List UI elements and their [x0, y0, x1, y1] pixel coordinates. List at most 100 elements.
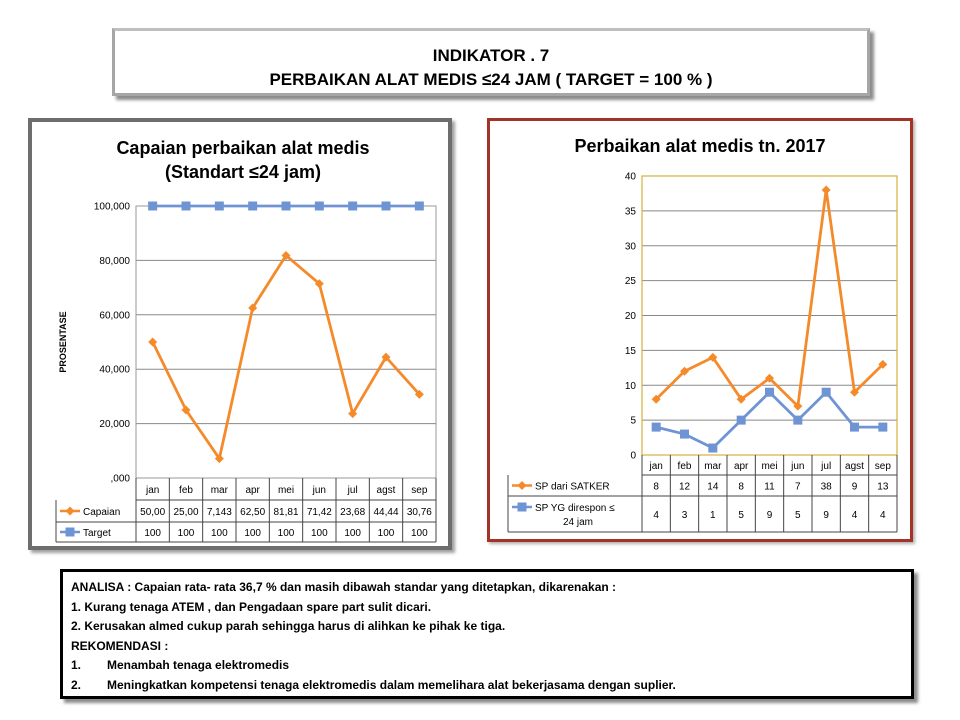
data-table-value: 1 — [710, 510, 716, 521]
data-point — [850, 387, 859, 397]
data-table-value: 100 — [378, 528, 395, 539]
data-table-value: 30,76 — [407, 507, 432, 518]
legend-key-marker — [65, 527, 75, 537]
indicator-title-box: INDIKATOR . 7 PERBAIKAN ALAT MEDIS ≤24 J… — [112, 28, 870, 96]
x-tick-label: jul — [347, 485, 358, 496]
data-table-value: 100 — [344, 528, 361, 539]
data-point — [281, 250, 291, 260]
y-axis-label: PROSENTASE — [58, 311, 68, 372]
x-tick-label: mar — [704, 461, 722, 472]
y-tick-label: 0 — [630, 451, 636, 462]
y-tick-label: 40 — [625, 172, 637, 183]
x-tick-label: jul — [820, 461, 831, 472]
data-point — [181, 201, 191, 211]
data-table-value: 12 — [679, 482, 691, 493]
data-point — [821, 185, 831, 195]
data-table-value: 9 — [852, 482, 858, 493]
data-table-value: 23,68 — [340, 507, 365, 518]
data-point — [793, 401, 803, 411]
x-tick-label: jun — [312, 485, 326, 496]
legend-label: Capaian — [83, 507, 120, 518]
data-point — [314, 279, 324, 289]
data-table-value: 81,81 — [273, 507, 298, 518]
recommendation-heading: REKOMENDASI : — [71, 638, 169, 653]
data-table-value: 100 — [144, 528, 161, 539]
x-tick-label: jan — [145, 485, 159, 496]
data-table-value: 25,00 — [173, 507, 198, 518]
data-table-value: 4 — [852, 510, 858, 521]
data-table-value: 8 — [738, 482, 744, 493]
x-tick-label: apr — [734, 461, 749, 472]
legend-key-marker — [517, 481, 527, 490]
legend-key-marker — [65, 506, 75, 516]
y-tick-label: 20,000 — [99, 419, 130, 430]
legend-label: SP YG direspon ≤ — [535, 503, 615, 514]
data-point — [708, 443, 718, 453]
data-point — [708, 352, 718, 362]
indicator-description: PERBAIKAN ALAT MEDIS ≤24 JAM ( TARGET = … — [269, 70, 713, 89]
data-table-value: 38 — [821, 482, 833, 493]
analysis-reason-1: 1. Kurang tenaga ATEM , dan Pengadaan sp… — [71, 599, 432, 614]
data-table-value: 100 — [178, 528, 195, 539]
data-point — [381, 201, 391, 211]
y-tick-label: 25 — [625, 276, 637, 287]
y-tick-label: 40,000 — [99, 365, 130, 376]
data-table-value: 100 — [244, 528, 261, 539]
data-point — [248, 303, 258, 313]
data-point — [736, 394, 746, 404]
data-point — [414, 201, 424, 211]
data-point — [651, 394, 661, 404]
data-point — [381, 352, 391, 362]
data-table-value: 9 — [767, 510, 773, 521]
data-table-value: 11 — [764, 482, 775, 493]
x-tick-label: agst — [845, 461, 864, 472]
data-table-value: 14 — [707, 482, 719, 493]
data-point — [181, 405, 191, 415]
data-point — [651, 422, 661, 432]
perbaikan-chart-frame: Perbaikan alat medis tn. 2017 0 5 10 15 20 25 3… — [487, 118, 913, 542]
recommendation-text: Meningkatkan kompetensi tenaga elektrome… — [107, 677, 676, 692]
data-point — [148, 337, 158, 347]
series-line — [151, 254, 421, 460]
y-tick-label: ,000 — [111, 474, 131, 485]
y-tick-label: 15 — [625, 346, 637, 357]
x-tick-label: mei — [278, 485, 294, 496]
y-tick-label: 5 — [630, 416, 636, 427]
data-point — [148, 201, 158, 211]
data-table-value: 5 — [795, 510, 801, 521]
y-tick-label: 60,000 — [99, 310, 130, 321]
data-table-value: 8 — [653, 482, 659, 493]
y-tick-label: 100,000 — [94, 202, 131, 213]
recommendation-item: 1. Menambah tenaga elektromedis — [71, 656, 903, 676]
data-table-value: 44,44 — [373, 507, 398, 518]
indicator-number: INDIKATOR . 7 — [432, 46, 550, 65]
analysis-box: ANALISA : Capaian rata- rata 36,7 % dan … — [60, 569, 914, 699]
capaian-chart-frame: Capaian perbaikan alat medis (Standart ≤2… — [28, 118, 452, 550]
x-tick-label: jun — [790, 461, 804, 472]
recommendation-text: Menambah tenaga elektromedis — [107, 658, 290, 672]
data-point — [414, 389, 424, 399]
data-table-value: 100 — [211, 528, 228, 539]
x-tick-label: sep — [875, 461, 892, 472]
data-point — [348, 201, 358, 211]
data-table-value: 100 — [411, 528, 428, 539]
data-point — [765, 387, 774, 397]
data-point — [850, 422, 859, 432]
y-tick-label: 80,000 — [99, 256, 130, 267]
legend-key-marker — [517, 502, 527, 512]
data-point — [765, 373, 774, 383]
series-line — [655, 188, 884, 408]
legend-label: 24 jam — [563, 517, 593, 528]
x-tick-label: agst — [377, 485, 396, 496]
x-tick-label: feb — [179, 485, 193, 496]
perbaikan-line-chart: Perbaikan alat medis tn. 201705101520253… — [507, 136, 898, 533]
data-table-value: 3 — [682, 510, 688, 521]
data-point — [248, 201, 258, 211]
data-table-value: 7 — [795, 482, 801, 493]
data-table-value: 100 — [311, 528, 328, 539]
data-table-value: 9 — [823, 510, 829, 521]
data-point — [680, 429, 689, 439]
plot-area — [135, 205, 437, 479]
y-tick-label: 30 — [625, 241, 637, 252]
data-point — [878, 422, 888, 432]
